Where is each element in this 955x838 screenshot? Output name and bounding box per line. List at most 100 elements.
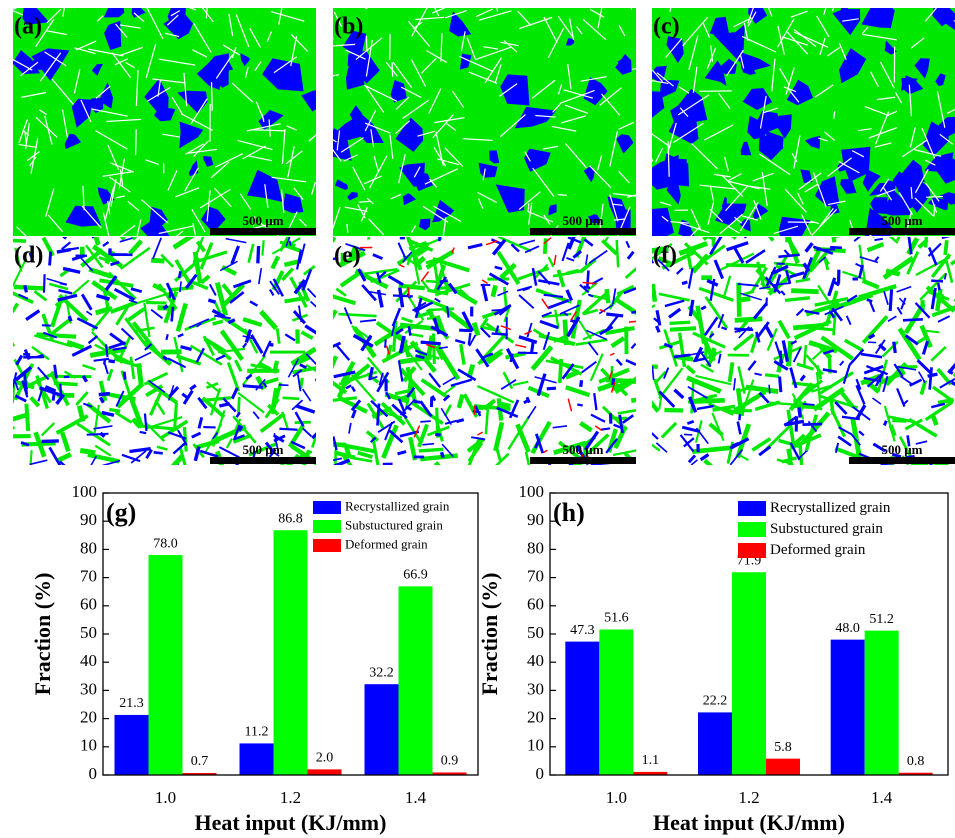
grain — [98, 82, 113, 109]
boundary — [679, 222, 710, 234]
grain — [759, 133, 784, 161]
boundary — [882, 186, 893, 201]
grain — [298, 377, 304, 389]
grain — [589, 353, 604, 382]
boundary — [88, 48, 124, 57]
boundary — [667, 122, 677, 153]
grain — [888, 237, 899, 244]
scale-bar-label: 500 μm — [243, 213, 284, 228]
grain — [552, 269, 583, 278]
legend-swatch — [313, 501, 341, 514]
boundary — [599, 87, 622, 106]
boundary — [444, 147, 464, 167]
grain — [802, 422, 823, 427]
grain — [802, 402, 815, 406]
boundary — [355, 37, 383, 61]
grain — [269, 280, 280, 295]
grain — [583, 308, 599, 316]
grain — [936, 154, 955, 184]
boundary — [390, 193, 402, 200]
grain — [565, 289, 574, 302]
grain — [493, 303, 512, 316]
grain — [752, 203, 769, 220]
grain — [754, 372, 762, 376]
grain — [366, 402, 386, 431]
boundary — [191, 209, 206, 233]
grain — [608, 371, 613, 380]
grain — [333, 128, 352, 161]
legend-label: Substuctured grain — [345, 517, 443, 532]
grain — [837, 435, 852, 447]
grain — [824, 305, 844, 316]
grain — [99, 396, 105, 404]
grain — [796, 362, 815, 371]
boundary — [192, 223, 197, 236]
grain — [471, 322, 481, 337]
grain — [529, 341, 535, 355]
grain — [333, 436, 338, 451]
grain — [124, 317, 150, 350]
boundary — [400, 86, 422, 99]
grain — [687, 385, 708, 399]
boundary — [420, 57, 437, 74]
boundary — [609, 194, 619, 222]
grain — [579, 380, 584, 388]
boundary — [823, 8, 827, 16]
grain — [283, 259, 301, 268]
boundary — [824, 131, 836, 141]
boundary — [135, 129, 137, 156]
grain — [519, 239, 536, 246]
boundary — [670, 221, 689, 224]
boundary — [734, 216, 743, 224]
grain — [300, 330, 314, 340]
grain — [829, 399, 835, 415]
grain — [13, 50, 40, 75]
boundary — [535, 114, 556, 118]
grain — [14, 247, 23, 272]
boundary — [797, 192, 804, 205]
grain — [652, 432, 659, 440]
boundary — [433, 205, 462, 223]
grain — [402, 193, 417, 206]
grain — [417, 294, 449, 310]
grain — [786, 237, 800, 264]
boundary — [811, 208, 838, 236]
grain — [840, 178, 857, 194]
grain — [258, 361, 272, 371]
boundary — [402, 99, 430, 119]
boundary — [478, 198, 484, 210]
grain — [211, 308, 226, 319]
grain — [541, 311, 552, 318]
grain — [935, 73, 946, 87]
grain — [242, 335, 253, 340]
boundary — [285, 150, 303, 165]
grain — [494, 265, 503, 271]
grain — [747, 360, 757, 371]
boundary — [116, 195, 125, 199]
grain — [739, 296, 751, 303]
grain — [438, 346, 448, 350]
grain — [433, 461, 441, 465]
grain — [284, 295, 308, 304]
boundary — [777, 18, 795, 48]
grain — [333, 355, 339, 370]
grain — [696, 404, 714, 411]
boundary — [665, 38, 683, 58]
grain — [88, 97, 104, 114]
grain — [106, 368, 114, 382]
grain — [256, 245, 261, 264]
y-tick-label: 30 — [527, 679, 544, 698]
boundary — [713, 173, 731, 178]
boundary — [782, 36, 809, 46]
grain — [800, 169, 813, 183]
boundary — [244, 66, 249, 79]
boundary — [206, 190, 211, 222]
grain — [491, 238, 507, 256]
grain — [57, 293, 78, 302]
grain — [62, 237, 68, 240]
boundary — [739, 55, 745, 69]
value-label: 0.9 — [441, 754, 459, 769]
x-axis-title: Heat input (KJ/mm) — [653, 810, 845, 835]
boundary — [47, 214, 64, 233]
bar — [565, 641, 600, 775]
